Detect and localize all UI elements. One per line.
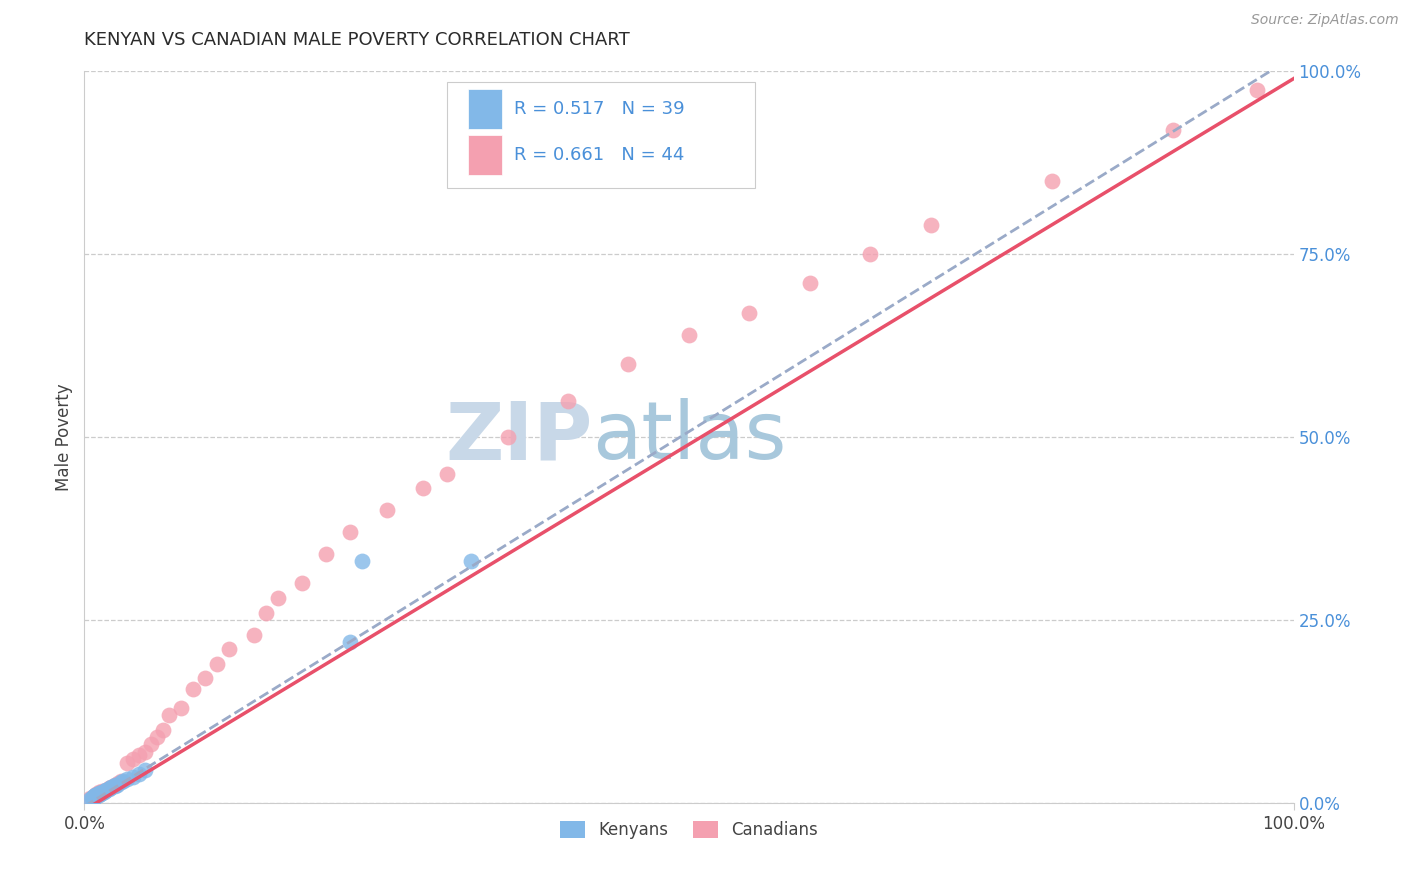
FancyBboxPatch shape <box>447 82 755 188</box>
Point <box>112 773 135 788</box>
Point <box>128 766 150 780</box>
Point <box>86 789 108 803</box>
Point <box>339 525 361 540</box>
Point <box>100 780 122 795</box>
Point <box>291 576 314 591</box>
Point <box>218 642 240 657</box>
Point <box>93 785 115 799</box>
Text: ZIP: ZIP <box>444 398 592 476</box>
Point <box>97 781 120 796</box>
Point <box>375 503 398 517</box>
Point <box>207 657 229 671</box>
Point <box>799 277 821 291</box>
FancyBboxPatch shape <box>468 135 502 175</box>
Point <box>460 554 482 568</box>
Point <box>121 770 143 784</box>
Point <box>1246 83 1268 97</box>
Point <box>242 627 264 641</box>
Point <box>87 786 110 800</box>
Point <box>678 327 700 342</box>
Point <box>86 787 108 801</box>
Point <box>94 784 117 798</box>
Point <box>1161 123 1184 137</box>
Point <box>97 781 120 796</box>
Point <box>87 785 110 799</box>
Text: atlas: atlas <box>592 398 786 476</box>
Point <box>82 789 104 804</box>
Point <box>157 708 180 723</box>
Text: KENYAN VS CANADIAN MALE POVERTY CORRELATION CHART: KENYAN VS CANADIAN MALE POVERTY CORRELAT… <box>84 31 630 49</box>
Point <box>146 730 169 744</box>
Point <box>87 788 110 802</box>
Point <box>94 782 117 797</box>
Point <box>100 780 122 794</box>
Point <box>91 784 114 798</box>
Point <box>152 723 174 737</box>
Point <box>170 700 193 714</box>
Point <box>83 789 105 804</box>
Point <box>104 778 127 792</box>
Point <box>79 791 101 805</box>
Point <box>134 745 156 759</box>
Point <box>1040 174 1063 188</box>
Text: Source: ZipAtlas.com: Source: ZipAtlas.com <box>1251 13 1399 28</box>
Text: R = 0.517   N = 39: R = 0.517 N = 39 <box>513 100 685 119</box>
Point <box>98 781 121 796</box>
Point <box>94 783 117 797</box>
Point <box>436 467 458 481</box>
Point <box>267 591 290 605</box>
Point <box>128 748 150 763</box>
Point <box>104 779 127 793</box>
Point <box>110 775 132 789</box>
Point <box>352 554 374 568</box>
Point <box>94 782 117 797</box>
Text: R = 0.661   N = 44: R = 0.661 N = 44 <box>513 145 683 164</box>
Point <box>115 756 138 770</box>
Point <box>339 635 361 649</box>
Point <box>107 776 129 790</box>
Legend: Kenyans, Canadians: Kenyans, Canadians <box>553 814 825 846</box>
FancyBboxPatch shape <box>468 89 502 129</box>
Point <box>82 790 104 805</box>
Point <box>194 672 217 686</box>
Point <box>86 789 108 803</box>
Point <box>412 481 434 495</box>
Point <box>315 547 337 561</box>
Point <box>91 786 114 800</box>
Point <box>90 786 112 800</box>
Point <box>496 430 519 444</box>
Point <box>121 752 143 766</box>
Point <box>86 788 108 802</box>
Point <box>134 763 156 777</box>
Point <box>91 785 114 799</box>
Point <box>105 778 128 792</box>
Point <box>80 791 103 805</box>
Point <box>89 787 111 801</box>
Point <box>859 247 882 261</box>
Y-axis label: Male Poverty: Male Poverty <box>55 384 73 491</box>
Point <box>738 306 761 320</box>
Point <box>920 218 942 232</box>
Point <box>89 786 111 800</box>
Point <box>110 773 132 788</box>
Point <box>84 789 107 803</box>
Point <box>83 790 105 805</box>
Point <box>84 789 107 804</box>
Point <box>115 772 138 787</box>
Point <box>83 789 105 804</box>
Point <box>254 606 277 620</box>
Point <box>104 778 127 792</box>
Point <box>86 789 108 804</box>
Point <box>86 787 108 801</box>
Point <box>139 737 162 751</box>
Point <box>557 393 579 408</box>
Point <box>181 682 204 697</box>
Point <box>79 792 101 806</box>
Point <box>617 357 640 371</box>
